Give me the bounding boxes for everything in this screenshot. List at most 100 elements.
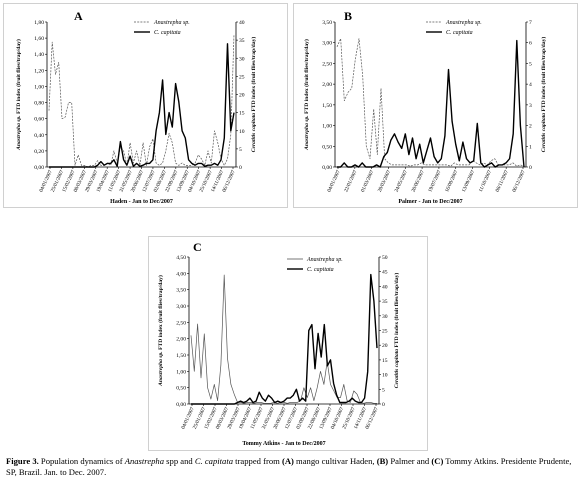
chart-c-svg: 0,00 0,50 1,00 1,50 2,00 2,50 3,00 3,50 4,00 4,50… [157,240,400,447]
x-axis-label-a: Haden - Jan to Dec/2007 [110,199,173,205]
caption-species-2: C. capitata [194,456,234,466]
y-axis-label-left-b: Anastrepha sp. FTD index (fruit flies/tr… [303,39,310,151]
y-tick-label-left-a: 1,60 [34,36,44,42]
y-tick-label-left-c: 0,00 [176,402,186,408]
y-tick-label-left-c: 1,50 [176,353,186,359]
y-tick-label-right-a: 35 [239,38,245,44]
y-tick-label-right-a: 5 [239,147,242,153]
y-tick-label-left-b: 2,00 [322,82,332,88]
panel-letter-a: A [74,9,83,23]
y-tick-label-left-a: 0,20 [34,149,44,155]
y-axis-label-left-c: Anastrepha sp. FTD index (fruit flies/tr… [157,275,164,387]
y-tick-label-left-b: 0,50 [322,144,332,150]
y-axis-label-right-a: Ceratitis capitata FTD index (fruit flie… [250,37,257,153]
x-tick-label-b: 06/12/2007 [511,169,527,193]
y-tick-label-right-b: 5 [529,61,532,67]
y-tick-label-right-c: 5 [382,387,385,393]
y-tick-label-right-a: 15 [239,111,245,117]
legend-label-capitata-b: C. capitata [446,30,473,36]
x-tick-label-b: 16/08/2007 [444,169,460,193]
y-tick-label-left-c: 3,00 [176,304,186,310]
y-tick-label-left-b: 3,50 [322,20,332,26]
y-tick-label-right-a: 10 [239,129,245,135]
caption-text-2: spp and [164,456,195,466]
y-tick-label-right-c: 0 [382,402,385,408]
y-tick-label-left-c: 0,50 [176,386,186,392]
y-tick-label-right-c: 30 [382,314,388,320]
y-axis-label-left-a: Anastrepha sp. FTD index (fruit flies/tr… [15,39,22,151]
y-tick-label-left-a: 0,40 [34,133,44,139]
y-tick-label-left-b: 2,50 [322,61,332,67]
y-tick-label-right-c: 25 [382,329,388,335]
y-tick-label-right-b: 7 [529,20,532,26]
legend-label-anastrepha-b: Anastrepha sp. [445,20,482,26]
y-tick-label-right-b: 1 [529,144,532,150]
caption-label: Figure 3. [6,456,39,466]
x-tick-label-b: 20/06/2007 [410,169,426,193]
series-capitata-c [191,273,378,405]
y-tick-label-left-c: 4,50 [176,255,186,261]
y-tick-label-right-a: 20 [239,93,245,99]
y-tick-label-left-a: 1,40 [34,52,44,58]
y-tick-label-right-b: 0 [529,165,532,171]
caption-text-5: Palmer and [388,456,432,466]
legend-label-anastrepha-c: Anastrepha sp. [306,257,343,263]
x-tick-label-b: 13/09/2007 [461,169,477,193]
y-tick-label-right-b: 3 [529,103,532,109]
series-anastrepha-a [48,34,235,168]
x-tick-label-b: 22/01/2007 [343,169,359,193]
x-tick-label-b: 08/11/2007 [495,169,511,193]
y-tick-label-right-c: 20 [382,343,388,349]
y-axis-label-right-b: Ceratitis capitata FTD index (fruit flie… [540,37,547,153]
y-tick-label-left-a: 1,00 [34,84,44,90]
y-tick-label-left-c: 4,00 [176,271,186,277]
y-tick-label-left-a: 0,80 [34,101,44,107]
chart-a-svg: 0,00 0,20 0,40 0,60 0,80 1,00 1,20 1,40 1,60 1,80… [15,9,257,205]
y-tick-label-right-b: 2 [529,124,532,130]
y-tick-label-right-b: 4 [529,82,532,88]
series-anastrepha-b [336,38,525,167]
y-tick-label-right-c: 45 [382,270,388,276]
y-tick-label-left-a: 1,20 [34,68,44,74]
y-tick-label-left-c: 2,50 [176,320,186,326]
y-tick-label-left-c: 3,50 [176,288,186,294]
x-tick-label-b: 01/03/2007 [360,169,376,193]
legend-label-anastrepha-a: Anastrepha sp. [153,20,190,26]
caption-text-1: Population dynamics of [38,456,125,466]
y-tick-label-right-a: 25 [239,74,245,80]
y-tick-label-right-c: 35 [382,299,388,305]
y-tick-label-right-c: 50 [382,255,388,261]
x-tick-label-b: 28/03/2007 [377,169,393,193]
x-tick-label-b: 11/10/2007 [478,169,494,193]
figure-caption: Figure 3. Population dynamics of Anastre… [6,456,574,478]
y-tick-label-left-b: 1,00 [322,124,332,130]
legend-label-capitata-c: C. capitata [307,267,334,273]
y-tick-label-right-c: 40 [382,284,388,290]
chart-panel-a: 0,00 0,20 0,40 0,60 0,80 1,00 1,20 1,40 1,60 1,80… [3,3,288,208]
y-tick-label-left-b: 1,50 [322,103,332,109]
caption-panel-b: (B) [376,456,389,466]
caption-text-6: Tommy Atkins. Presidente Prudente, SP, B… [6,456,572,477]
y-axis-label-right-c: Ceratitis capitata FTD index (fruit flie… [393,273,400,389]
y-tick-label-left-b: 3,00 [322,41,332,47]
panel-letter-c: C [193,240,202,254]
chart-panel-c: 0,00 0,50 1,00 1,50 2,00 2,50 3,00 3,50 4,00 4,50… [148,236,428,451]
y-tick-label-right-b: 6 [529,41,532,47]
y-tick-label-right-a: 0 [239,165,242,171]
y-tick-label-left-a: 0,60 [34,117,44,123]
caption-panel-a: (A) [281,456,294,466]
x-axis-label-b: Palmer - Jan to Dec/2007 [398,199,462,205]
x-axis-label-c: Tommy Atkins - Jan to Dec/2007 [242,441,325,447]
y-tick-label-right-a: 30 [239,56,245,62]
caption-species-1: Anastrepha [124,456,165,466]
series-capitata-b [337,39,525,168]
series-anastrepha-c [190,274,377,404]
y-tick-label-left-c: 1,00 [176,369,186,375]
y-tick-label-left-a: 0,00 [34,165,44,171]
chart-panel-b: 0,00 0,50 1,00 1,50 2,00 2,50 3,00 3,50 0 1 2 3 4 5 6 7… [293,3,578,208]
caption-text-3: trapped from [233,456,282,466]
x-tick-label-b: 19/07/2007 [427,169,443,193]
x-tick-label-b: 04/01/2007 [326,169,342,193]
panel-letter-b: B [344,9,352,23]
legend-label-capitata-a: C. capitata [154,30,181,36]
